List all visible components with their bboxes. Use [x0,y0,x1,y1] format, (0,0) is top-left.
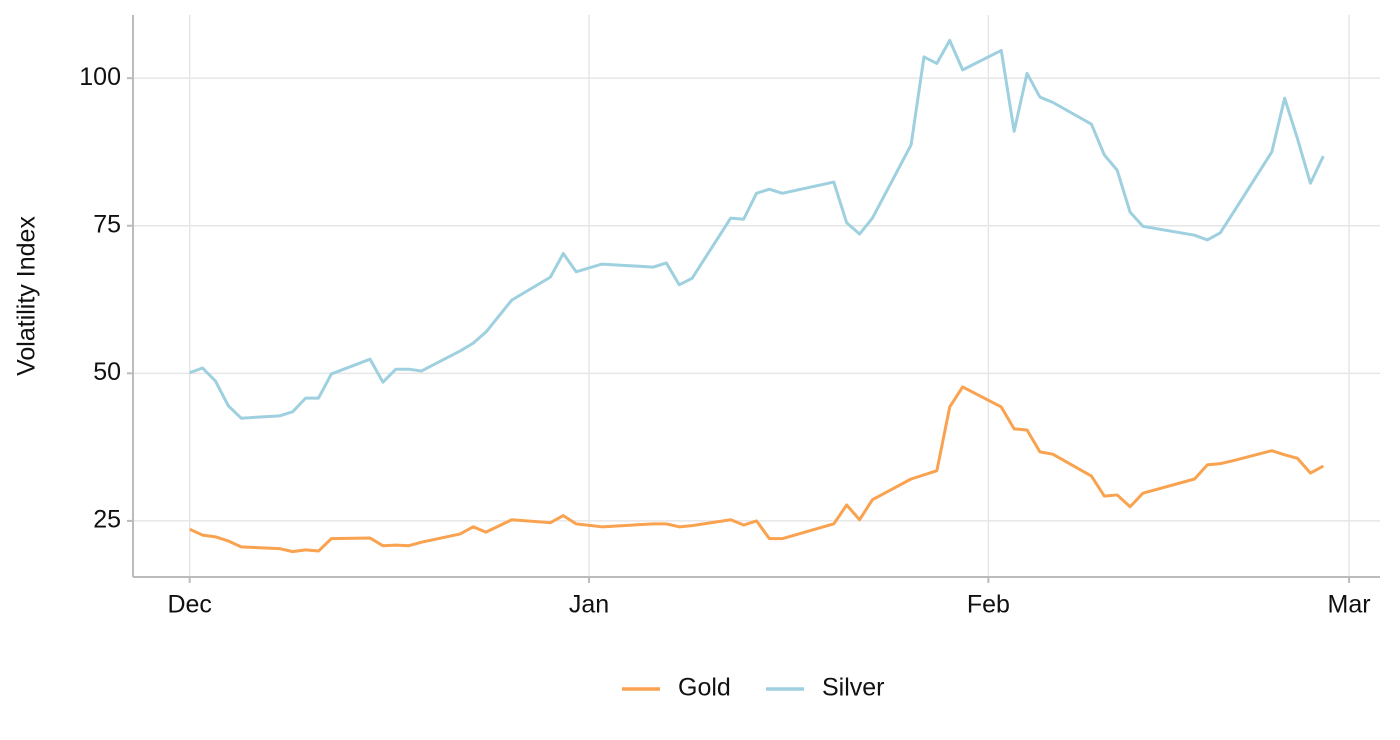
y-axis-label: Volatility Index [13,216,41,376]
y-tick-label: 25 [93,506,121,534]
x-tick-label: Mar [1328,591,1371,619]
x-tick-label: Feb [967,591,1010,619]
legend-label: Silver [822,674,885,702]
series-line [189,385,1325,554]
series-line [189,38,1325,420]
y-tick-label: 100 [79,63,121,91]
y-tick-label: 50 [93,358,121,386]
legend-label: Gold [678,674,731,702]
x-tick-label: Jan [569,591,609,619]
x-tick-label: Dec [167,591,211,619]
y-tick-label: 75 [93,210,121,238]
